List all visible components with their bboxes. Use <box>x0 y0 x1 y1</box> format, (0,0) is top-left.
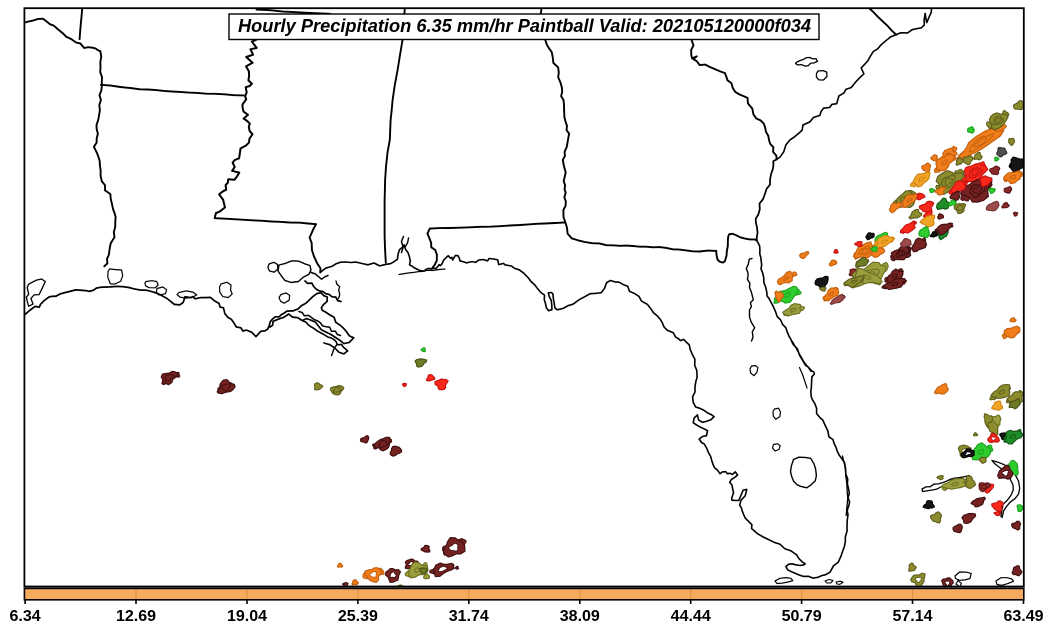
svg-text:12.69: 12.69 <box>116 608 156 625</box>
svg-text:44.44: 44.44 <box>671 608 711 625</box>
svg-text:31.74: 31.74 <box>449 608 489 625</box>
svg-text:Hourly Precipitation 6.35 mm/h: Hourly Precipitation 6.35 mm/hr Paintbal… <box>238 16 811 36</box>
svg-text:63.49: 63.49 <box>1003 608 1043 625</box>
svg-text:38.09: 38.09 <box>560 608 600 625</box>
svg-text:50.79: 50.79 <box>782 608 822 625</box>
svg-text:19.04: 19.04 <box>227 608 267 625</box>
svg-text:25.39: 25.39 <box>338 608 378 625</box>
svg-text:57.14: 57.14 <box>892 608 932 625</box>
svg-text:6.34: 6.34 <box>10 608 41 625</box>
